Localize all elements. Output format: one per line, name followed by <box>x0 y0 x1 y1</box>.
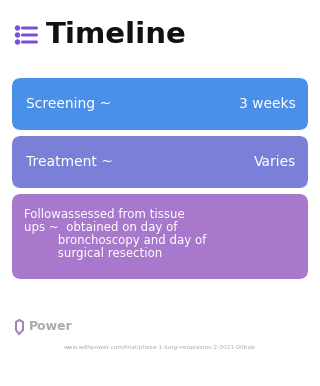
Text: 3 weeks: 3 weeks <box>239 97 296 111</box>
FancyBboxPatch shape <box>12 194 308 279</box>
Text: www.withpower.com/trial/phase-1-lung-neoplasms-2-2021-00bab: www.withpower.com/trial/phase-1-lung-neo… <box>64 345 256 350</box>
FancyBboxPatch shape <box>12 136 308 188</box>
Text: Treatment ~: Treatment ~ <box>26 155 113 169</box>
Text: Varies: Varies <box>254 155 296 169</box>
Text: Power: Power <box>29 320 73 334</box>
Circle shape <box>15 26 20 30</box>
Text: Timeline: Timeline <box>46 21 187 49</box>
FancyBboxPatch shape <box>12 78 308 130</box>
Text: Followassessed from tissue: Followassessed from tissue <box>24 208 185 221</box>
Text: Screening ~: Screening ~ <box>26 97 111 111</box>
FancyBboxPatch shape <box>21 34 38 37</box>
Text: bronchoscopy and day of: bronchoscopy and day of <box>24 234 206 247</box>
Circle shape <box>15 40 20 44</box>
Text: ups ~  obtained on day of: ups ~ obtained on day of <box>24 221 177 234</box>
Circle shape <box>15 33 20 37</box>
FancyBboxPatch shape <box>21 41 38 44</box>
FancyBboxPatch shape <box>21 27 38 29</box>
Text: surgical resection: surgical resection <box>24 247 162 260</box>
